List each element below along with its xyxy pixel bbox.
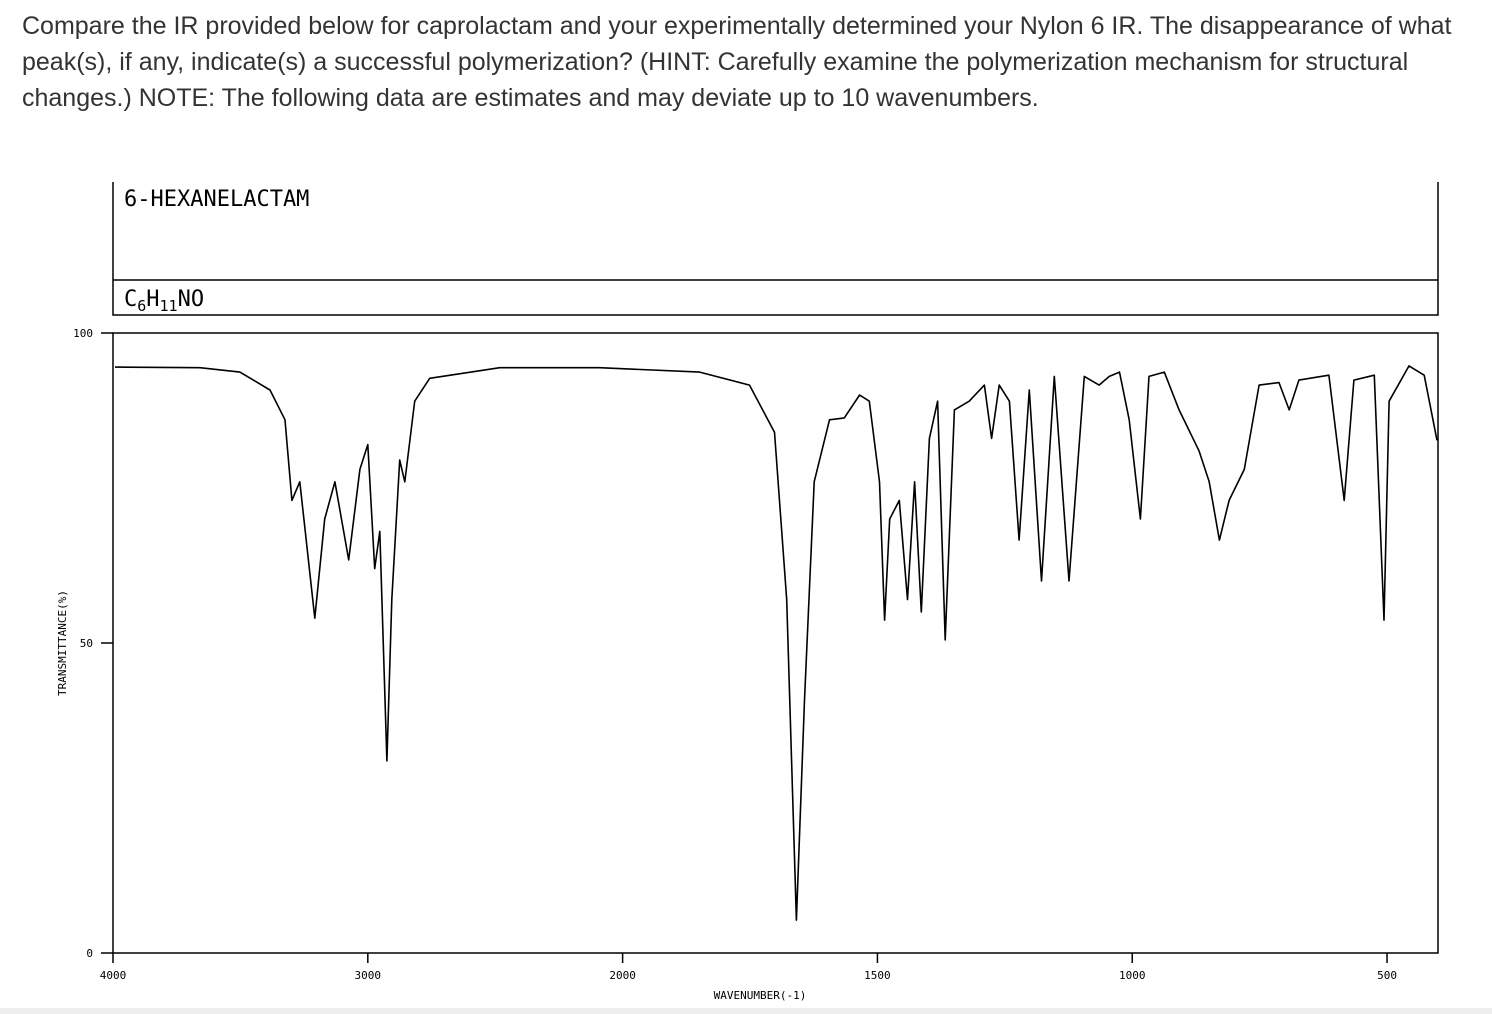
x-tick-label: 2000 bbox=[609, 969, 636, 982]
formula-subscript: 11 bbox=[160, 297, 178, 315]
y-axis-label: TRANSMITTANCE(%) bbox=[56, 590, 69, 696]
header-box bbox=[112, 182, 1439, 316]
plot-frame bbox=[112, 332, 1439, 954]
formula-part: NO bbox=[178, 287, 205, 312]
y-tick-label: 50 bbox=[80, 637, 93, 650]
x-tick-label: 4000 bbox=[100, 969, 127, 982]
x-tick-label: 3000 bbox=[355, 969, 382, 982]
formula-part: H bbox=[146, 287, 159, 312]
formula: C6H11NO bbox=[124, 287, 204, 315]
question: Compare the IR provided below for caprol… bbox=[22, 12, 1452, 112]
x-tick-label: 500 bbox=[1377, 969, 1397, 982]
chart-title: 6-HEXANELACTAM bbox=[124, 187, 309, 212]
formula-subscript: 6 bbox=[137, 297, 146, 315]
formula-part: C bbox=[124, 287, 137, 312]
x-tick-label: 1000 bbox=[1119, 969, 1146, 982]
footer-band bbox=[0, 1008, 1492, 1014]
x-tick-label: 1500 bbox=[864, 969, 891, 982]
y-tick-label: 100 bbox=[73, 327, 93, 340]
x-axis-label: WAVENUMBER(-1) bbox=[714, 989, 807, 1002]
spectrum-line bbox=[114, 365, 1438, 921]
y-tick-label: 0 bbox=[86, 947, 93, 960]
